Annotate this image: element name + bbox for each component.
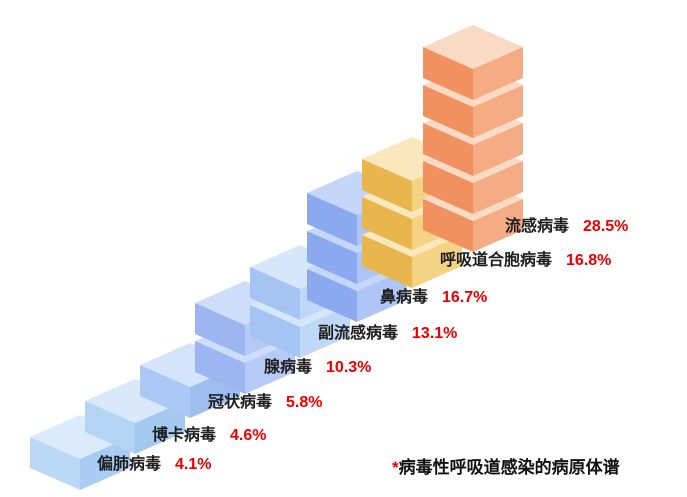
virus-name-label: 博卡病毒: [152, 427, 217, 444]
virus-value-label: 16.7%: [442, 289, 488, 306]
cube-left-face: [362, 197, 412, 250]
footnote-text: 病毒性呼吸道感染的病原体谱: [398, 458, 620, 477]
cube-left-face: [250, 305, 300, 358]
bar-label: 腺病毒 10.3%: [264, 358, 371, 378]
cube-right-face: [473, 47, 523, 100]
cube-left-face: [423, 47, 473, 100]
cube-left-face: [423, 199, 473, 252]
virus-name-label: 腺病毒: [264, 359, 313, 376]
cube-right-face: [473, 199, 523, 252]
cube-right-face: [357, 269, 407, 322]
cube-left-face: [85, 401, 135, 454]
virus-value-label: 16.8%: [566, 252, 612, 269]
cube-right-face: [473, 85, 523, 138]
cube-left-face: [423, 85, 473, 138]
cube-right-face: [80, 437, 130, 490]
cube-left-face: [423, 123, 473, 176]
bar-label: 冠状病毒 5.8%: [208, 393, 322, 413]
cube-left-face: [362, 235, 412, 288]
cube-right-face: [412, 235, 462, 288]
virus-value-label: 28.5%: [583, 218, 629, 235]
bar-label: 博卡病毒 4.6%: [152, 426, 266, 446]
cube-stack: [423, 25, 523, 252]
bar-label: 呼吸道合胞病毒 16.8%: [440, 251, 611, 271]
bar-label: 鼻病毒 16.7%: [380, 288, 487, 308]
cube-left-face: [195, 303, 245, 356]
cube-left-face: [140, 365, 190, 418]
virus-name-label: 偏肺病毒: [97, 456, 162, 473]
cube-right-face: [245, 341, 295, 394]
virus-value-label: 10.3%: [326, 359, 372, 376]
bar-label: 流感病毒 28.5%: [505, 217, 628, 237]
bar-label: 副流感病毒 13.1%: [318, 324, 457, 344]
cube-left-face: [195, 341, 245, 394]
cube-left-face: [307, 269, 357, 322]
cube-right-face: [300, 305, 350, 358]
virus-value-label: 4.1%: [175, 456, 212, 473]
footnote-asterisk: *: [392, 458, 399, 477]
virus-name-label: 冠状病毒: [208, 394, 273, 411]
cube-left-face: [30, 437, 80, 490]
cube-left-face: [307, 231, 357, 284]
cube-left-face: [423, 161, 473, 214]
bar-label: 偏肺病毒 4.1%: [97, 455, 211, 475]
virus-name-label: 副流感病毒: [318, 325, 399, 342]
virus-name-label: 鼻病毒: [380, 289, 429, 306]
virus-value-label: 5.8%: [286, 394, 323, 411]
cube-right-face: [473, 161, 523, 214]
cube-left-face: [362, 159, 412, 212]
virus-value-label: 13.1%: [412, 325, 458, 342]
virus-name-label: 流感病毒: [505, 218, 570, 235]
cube-right-face: [135, 401, 185, 454]
cube-left-face: [250, 267, 300, 320]
cube-right-face: [473, 123, 523, 176]
virus-name-label: 呼吸道合胞病毒: [440, 252, 553, 269]
chart-footnote: *病毒性呼吸道感染的病原体谱: [392, 457, 620, 478]
virus-value-label: 4.6%: [230, 427, 267, 444]
cube-left-face: [307, 193, 357, 246]
